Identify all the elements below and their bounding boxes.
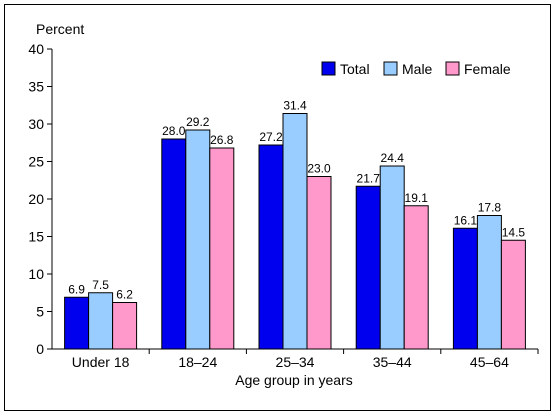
bar-total-4 (452, 227, 478, 350)
data-labels: 6.9 28.0 27.2 21.7 16.1 7.5 29.2 31.4 24.4 17.8 6.… (68, 99, 525, 302)
legend: Total Male Female (321, 61, 511, 77)
legend-label: Female (464, 61, 511, 77)
data-label: 6.9 (68, 282, 85, 296)
data-label: 6.2 (116, 288, 133, 302)
bar-male-4 (476, 215, 502, 350)
y-tick-label: 35 (28, 79, 44, 95)
data-label: 26.8 (210, 133, 234, 147)
y-tick-label: 30 (28, 116, 44, 132)
x-tick-label: 18–24 (178, 354, 217, 370)
bar-female-0 (112, 302, 138, 350)
bar-female-4 (500, 239, 526, 350)
legend-label: Male (402, 61, 433, 77)
y-tick-label: 25 (28, 154, 44, 170)
data-label: 29.2 (186, 115, 210, 129)
bars (64, 113, 526, 350)
data-label: 14.5 (502, 225, 526, 239)
y-tick-label: 15 (28, 229, 44, 245)
x-tick-label: Under 18 (72, 354, 130, 370)
x-tick-label: 25–34 (276, 354, 315, 370)
bar-total-1 (161, 138, 187, 350)
y-tick-label: 5 (36, 304, 44, 320)
y-tick-label: 10 (28, 266, 44, 282)
y-tick-label: 20 (28, 191, 44, 207)
y-tick-label: 0 (36, 341, 44, 357)
bar-total-2 (258, 144, 284, 350)
bar-male-2 (282, 113, 308, 350)
legend-label: Total (340, 61, 370, 77)
legend-swatch-male (383, 61, 398, 76)
y-tick-label: 40 (28, 41, 44, 57)
data-label: 28.0 (162, 124, 186, 138)
data-label: 21.7 (357, 171, 381, 185)
y-axis-title: Percent (36, 21, 84, 37)
data-label: 27.2 (259, 130, 283, 144)
data-label: 16.1 (454, 213, 478, 227)
data-label: 17.8 (478, 201, 502, 215)
bar-total-3 (355, 185, 381, 350)
bar-male-1 (185, 129, 211, 350)
legend-swatch-female (445, 61, 460, 76)
bar-female-3 (403, 205, 429, 350)
bar-female-1 (209, 147, 235, 350)
data-label: 31.4 (283, 99, 307, 113)
data-label: 23.0 (307, 162, 331, 176)
data-label: 19.1 (405, 191, 429, 205)
x-axis-title: Age group in years (235, 372, 353, 388)
bar-male-0 (88, 292, 114, 350)
legend-swatch-total (321, 61, 336, 76)
x-tick-label: 45–64 (470, 354, 509, 370)
x-tick-label: 35–44 (373, 354, 412, 370)
data-label: 7.5 (92, 278, 109, 292)
data-label: 24.4 (381, 151, 405, 165)
bar-female-2 (306, 176, 332, 350)
bar-male-3 (379, 165, 405, 350)
bar-total-0 (64, 296, 90, 350)
